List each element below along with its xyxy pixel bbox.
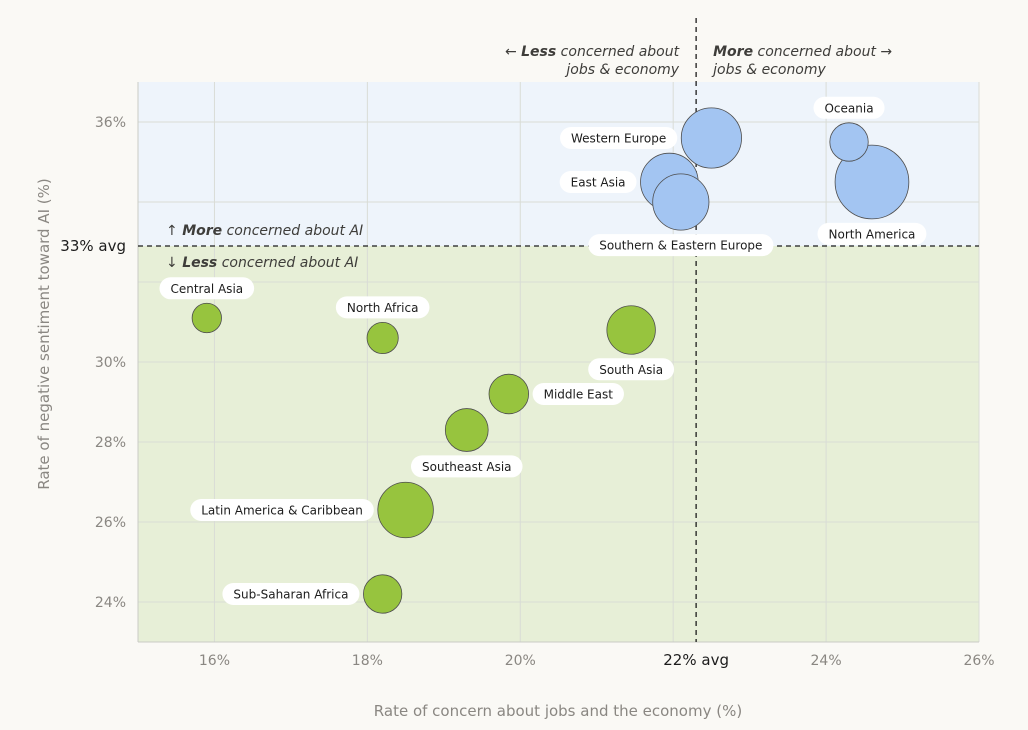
label-text-southern-eastern-europe: Southern & Eastern Europe	[599, 239, 762, 253]
y-axis-title: Rate of negative sentiment toward AI (%)	[35, 178, 53, 489]
label-pill	[335, 296, 430, 319]
x-tick-label: 26%	[963, 653, 994, 669]
label-text-middle-east: Middle East	[544, 388, 614, 402]
bubble-middle-east	[488, 373, 529, 415]
bubble-oceania	[829, 122, 869, 162]
label-middle-east: Middle East	[532, 383, 624, 405]
label-pill	[817, 222, 927, 245]
label-text-central-asia: Central Asia	[170, 282, 243, 296]
bubble-southern-eastern-europe	[652, 173, 710, 231]
more-jobs-label-line2: jobs & economy	[711, 62, 826, 78]
bubble-southeast-asia	[444, 408, 489, 452]
point-labels: Western Europe East Asia Southern & Easter…	[159, 96, 927, 605]
label-text-southeast-asia: Southeast Asia	[422, 460, 512, 474]
x-tick-label: 18%	[352, 653, 383, 669]
bubble-latin-america-caribbean	[377, 481, 434, 539]
quadrant-labels: ← Less concerned about jobs & economy More…	[166, 44, 892, 271]
label-south-asia: South Asia	[588, 358, 675, 381]
bubble-south-asia	[606, 305, 656, 355]
less-ai-label: ↓ Less concerned about AI	[166, 255, 358, 271]
data-points	[191, 107, 910, 614]
label-pill	[222, 583, 360, 605]
label-pill	[159, 277, 255, 300]
y-tick-label: 28%	[95, 435, 126, 451]
label-sub-saharan-africa: Sub-Saharan Africa	[222, 583, 360, 605]
more-jobs-label-line1: More concerned about →	[713, 44, 892, 60]
y-tick-label: 26%	[95, 515, 126, 531]
less-jobs-label-line1: ← Less concerned about	[505, 44, 680, 60]
label-central-asia: Central Asia	[159, 277, 255, 300]
y-average-tick-label: 33% avg	[60, 237, 126, 255]
less-jobs-label-line2: jobs & economy	[564, 62, 679, 78]
more-ai-label: ↑ More concerned about AI	[166, 223, 363, 239]
label-text-western-europe: Western Europe	[571, 132, 666, 146]
label-text-north-america: North America	[829, 227, 916, 241]
label-pill	[588, 358, 675, 381]
label-text-east-asia: East Asia	[571, 176, 626, 190]
label-north-america: North America	[817, 222, 927, 245]
bubble-central-asia	[191, 302, 222, 334]
low-concern-region	[138, 246, 979, 642]
label-text-latin-america-caribbean: Latin America & Caribbean	[201, 504, 363, 518]
label-text-oceania: Oceania	[824, 101, 873, 115]
label-southern-eastern-europe: Southern & Eastern Europe	[588, 234, 774, 257]
label-pill	[410, 455, 523, 478]
y-tick-label: 24%	[95, 595, 126, 611]
x-tick-label: 20%	[505, 653, 536, 669]
bubble-sub-saharan-africa	[363, 574, 403, 614]
grid	[137, 82, 980, 643]
label-pill	[813, 96, 885, 119]
tick-labels: 16% 18% 20% 22% avg 24% 26% 24% 26% 28% 30% 33% av…	[60, 115, 994, 669]
label-southeast-asia: Southeast Asia	[410, 455, 523, 478]
label-pill	[532, 383, 624, 405]
x-tick-label: 16%	[199, 653, 230, 669]
label-pill	[588, 234, 774, 257]
label-western-europe: Western Europe	[560, 127, 678, 149]
label-oceania: Oceania	[813, 96, 885, 119]
label-north-africa: North Africa	[335, 296, 430, 319]
y-tick-label: 36%	[95, 115, 126, 131]
label-pill	[190, 499, 374, 521]
bubble-north-africa	[366, 321, 399, 355]
label-east-asia: East Asia	[559, 171, 637, 193]
x-average-tick-label: 22% avg	[663, 651, 729, 669]
x-tick-label: 24%	[811, 653, 842, 669]
x-axis-title: Rate of concern about jobs and the econo…	[374, 702, 742, 720]
bubble-western-europe	[680, 107, 742, 169]
label-pill	[559, 171, 637, 193]
label-text-north-africa: North Africa	[347, 301, 419, 315]
bubble-north-america	[834, 144, 910, 220]
label-pill	[560, 127, 678, 149]
y-tick-label: 30%	[95, 355, 126, 371]
label-text-sub-saharan-africa: Sub-Saharan Africa	[233, 588, 348, 602]
label-latin-america-caribbean: Latin America & Caribbean	[190, 499, 374, 521]
label-text-south-asia: South Asia	[599, 363, 663, 377]
